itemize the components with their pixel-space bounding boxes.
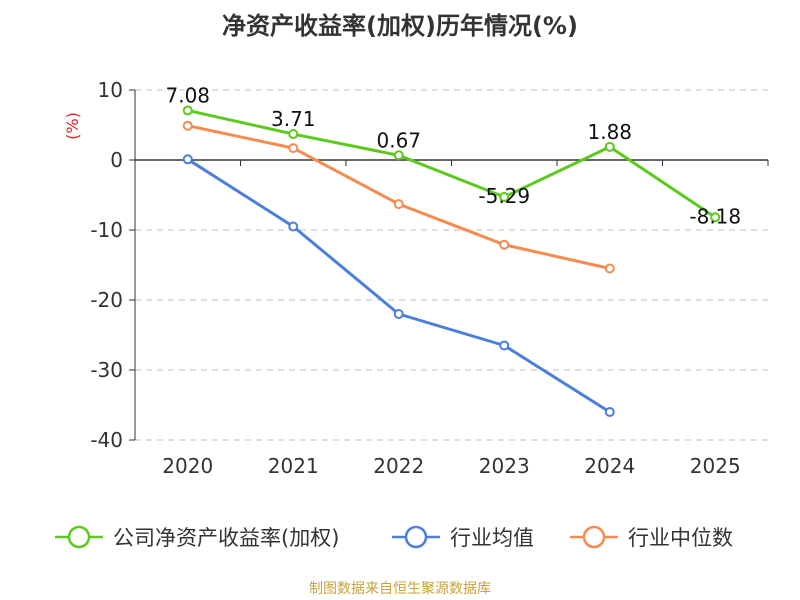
x-tick-label: 2023: [479, 454, 530, 478]
data-point: [393, 309, 404, 319]
data-point: [182, 120, 193, 131]
y-tick-label: 0: [110, 148, 123, 172]
legend-marker: [582, 525, 606, 549]
source-note: 制图数据来自恒生聚源数据库: [309, 581, 491, 597]
data-point: [288, 143, 299, 154]
data-point: [393, 199, 404, 210]
series-line: [187, 108, 717, 219]
data-label: 3.71: [271, 107, 316, 131]
grid-lines: [135, 89, 768, 441]
data-label: 1.88: [587, 120, 632, 144]
data-label: -8.18: [689, 204, 741, 228]
series-lines: [182, 105, 721, 417]
x-tick-label: 2022: [373, 454, 424, 478]
chart-title: 净资产收益率(加权)历年情况(%): [222, 12, 578, 40]
y-tick-label: -20: [90, 288, 123, 312]
series-line: [186, 158, 611, 414]
data-point: [182, 105, 193, 116]
x-tick-label: 2024: [584, 454, 635, 478]
data-point: [499, 239, 510, 250]
legend-label: 行业中位数: [628, 526, 733, 550]
data-point: [604, 141, 615, 152]
data-point: [499, 192, 510, 203]
x-tick-label: 2021: [268, 454, 319, 478]
data-point: [288, 129, 299, 140]
data-point: [604, 407, 615, 417]
data-point: [182, 154, 193, 165]
axes: 10 0 -10 -20 -30 -40 2020 2021 2022 2023 2024 2025 (…: [63, 78, 769, 478]
data-label: -5.29: [478, 184, 530, 208]
data-point: [499, 340, 510, 351]
legend-label: 行业均值: [450, 526, 534, 550]
data-label: 7.08: [165, 83, 210, 107]
y-tick-label: -10: [90, 218, 123, 242]
legend-label: 公司净资产收益率(加权): [113, 526, 339, 550]
x-tick-label: 2020: [162, 454, 213, 478]
y-tick-label: -40: [90, 428, 123, 452]
legend: 公司净资产收益率(加权) 行业均值 行业中位数: [55, 525, 733, 550]
data-point: [710, 212, 721, 223]
y-axis-label: (%): [63, 112, 82, 140]
data-point: [393, 150, 404, 161]
data-point: [604, 263, 615, 274]
legend-marker: [67, 525, 91, 549]
data-labels: 7.08 3.71 0.67 -5.29 1.88 -8.18: [165, 83, 741, 228]
y-tick-label: -30: [90, 358, 123, 382]
y-tick-label: 10: [98, 78, 123, 102]
legend-marker: [404, 525, 428, 549]
data-point: [288, 221, 299, 232]
x-tick-label: 2025: [690, 454, 741, 478]
data-label: 0.67: [376, 128, 421, 152]
